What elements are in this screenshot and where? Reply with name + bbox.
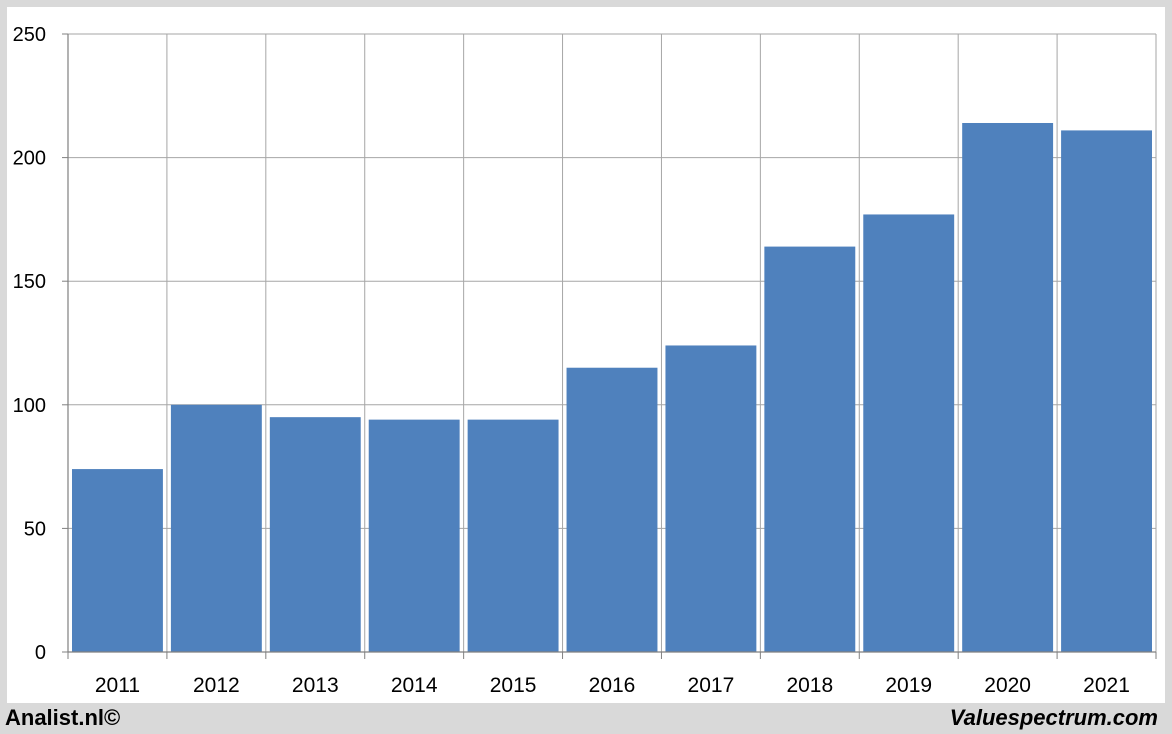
bar [368,419,460,652]
x-tick-label: 2018 [786,674,833,697]
bar [170,404,262,652]
y-tick-label: 150 [13,271,46,293]
bar [566,367,658,652]
x-tick-label: 2019 [885,674,932,697]
x-tick-label: 2016 [589,674,636,697]
bar [269,417,361,652]
bar [764,246,856,653]
x-tick-label: 2012 [193,674,240,697]
x-tick-label: 2011 [95,674,140,697]
x-tick-label: 2013 [292,674,339,697]
y-tick-label: 250 [13,24,46,46]
bar [467,419,559,652]
y-tick-label: 200 [13,148,46,170]
bar [962,122,1054,652]
axes [62,33,1157,659]
analist-brand-label: Analist.nl© [5,705,121,730]
x-tick-label: 2017 [688,674,735,697]
y-tick-label: 0 [35,642,46,664]
bar [863,214,955,652]
bar [665,345,757,652]
bars [72,122,1152,653]
valuespectrum-brand-label: Valuespectrum.com [949,705,1158,730]
y-tick-label: 50 [24,518,46,540]
bar [72,469,163,652]
x-tick-label: 2015 [490,674,537,697]
bar [1061,130,1152,652]
x-tick-label: 2021 [1083,674,1130,697]
x-tick-label: 2014 [391,674,438,697]
y-tick-label: 100 [13,395,46,417]
x-tick-label: 2020 [984,674,1031,697]
tick-labels: 0 50 100 150 200 250 2011 2012 2013 2014 2015 2016 2… [13,24,1130,697]
